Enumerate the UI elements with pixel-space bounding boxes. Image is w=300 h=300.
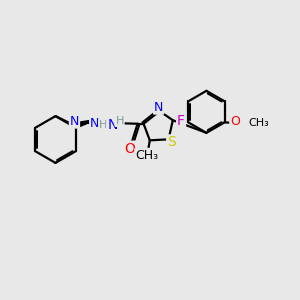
- Text: F: F: [177, 113, 185, 128]
- Text: O: O: [124, 142, 135, 156]
- Text: CH₃: CH₃: [135, 149, 158, 162]
- Text: O: O: [230, 115, 240, 128]
- Text: N: N: [90, 117, 99, 130]
- Text: H: H: [99, 120, 107, 130]
- Text: S: S: [167, 135, 176, 149]
- Text: N: N: [70, 115, 79, 128]
- Text: H: H: [116, 116, 124, 126]
- Text: N: N: [154, 101, 164, 114]
- Text: N: N: [107, 118, 118, 132]
- Text: CH₃: CH₃: [249, 118, 269, 128]
